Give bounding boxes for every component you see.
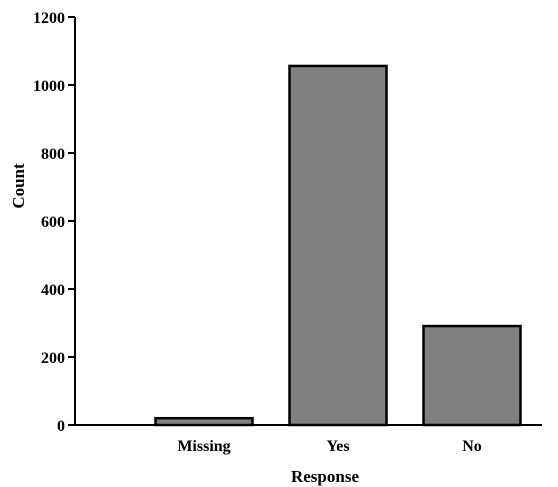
x-axis-title: Response bbox=[291, 467, 359, 486]
bar-no bbox=[422, 324, 522, 427]
x-axis-tick-labels: Missing Yes No bbox=[177, 438, 481, 455]
x-tick-label-yes: Yes bbox=[326, 438, 349, 455]
bar-yes bbox=[288, 64, 388, 427]
y-tick-label-600: 600 bbox=[41, 214, 65, 231]
y-tick-label-1200: 1200 bbox=[33, 10, 65, 27]
bars-group bbox=[154, 64, 522, 427]
y-tick-label-200: 200 bbox=[41, 350, 65, 367]
bar-missing bbox=[154, 416, 254, 427]
y-tick-label-1000: 1000 bbox=[33, 78, 65, 95]
y-axis-ticks: 0 200 400 600 800 1000 1200 bbox=[33, 10, 75, 435]
y-tick-label-400: 400 bbox=[41, 282, 65, 299]
y-axis-title: Count bbox=[9, 163, 28, 209]
x-tick-label-missing: Missing bbox=[177, 438, 230, 455]
y-tick-label-0: 0 bbox=[57, 418, 65, 435]
y-tick-label-800: 800 bbox=[41, 146, 65, 163]
x-tick-label-no: No bbox=[462, 438, 482, 455]
